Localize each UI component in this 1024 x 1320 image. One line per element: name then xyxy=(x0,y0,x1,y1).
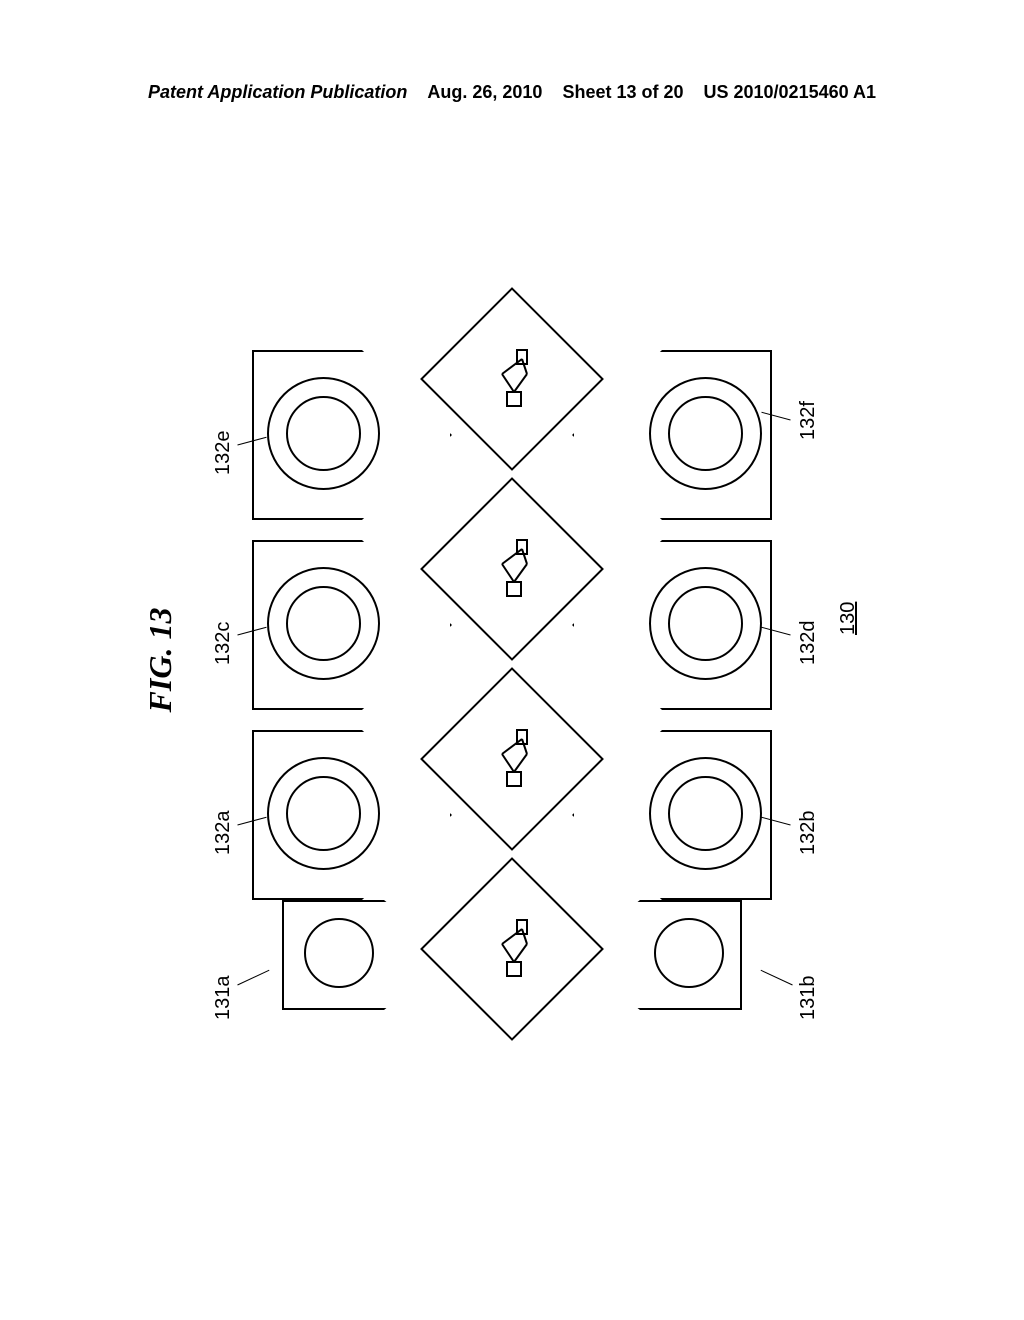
publication-type: Patent Application Publication xyxy=(148,82,407,103)
label-132d: 132d xyxy=(797,621,820,666)
chamber-132b xyxy=(572,730,772,900)
lead-131a xyxy=(237,970,269,986)
robot-arm-icon xyxy=(477,534,547,604)
robot-1 xyxy=(420,857,604,1041)
label-132b: 132b xyxy=(797,811,820,856)
label-132f: 132f xyxy=(797,401,820,440)
publication-date: Aug. 26, 2010 xyxy=(427,82,542,103)
label-132c: 132c xyxy=(212,622,235,665)
robot-arm-icon xyxy=(477,724,547,794)
label-132e: 132e xyxy=(212,431,235,476)
robot-3 xyxy=(420,477,604,661)
robot-2 xyxy=(420,667,604,851)
cluster-tool-diagram: FIG. 13 xyxy=(232,320,792,1000)
robot-4 xyxy=(420,287,604,471)
label-130: 130 xyxy=(837,602,860,635)
chamber-132f xyxy=(572,350,772,520)
robot-arm-icon xyxy=(477,914,547,984)
publication-number: US 2010/0215460 A1 xyxy=(704,82,876,103)
figure-container: FIG. 13 xyxy=(120,265,904,1055)
label-132a: 132a xyxy=(212,811,235,856)
sheet-number: Sheet 13 of 20 xyxy=(562,82,683,103)
label-131a: 131a xyxy=(212,976,235,1021)
figure-title: FIG. 13 xyxy=(142,608,179,713)
robot-arm-icon xyxy=(477,344,547,414)
page-header: Patent Application Publication Aug. 26, … xyxy=(0,82,1024,103)
lead-131b xyxy=(761,970,793,986)
label-131b: 131b xyxy=(797,976,820,1021)
chamber-132d xyxy=(572,540,772,710)
